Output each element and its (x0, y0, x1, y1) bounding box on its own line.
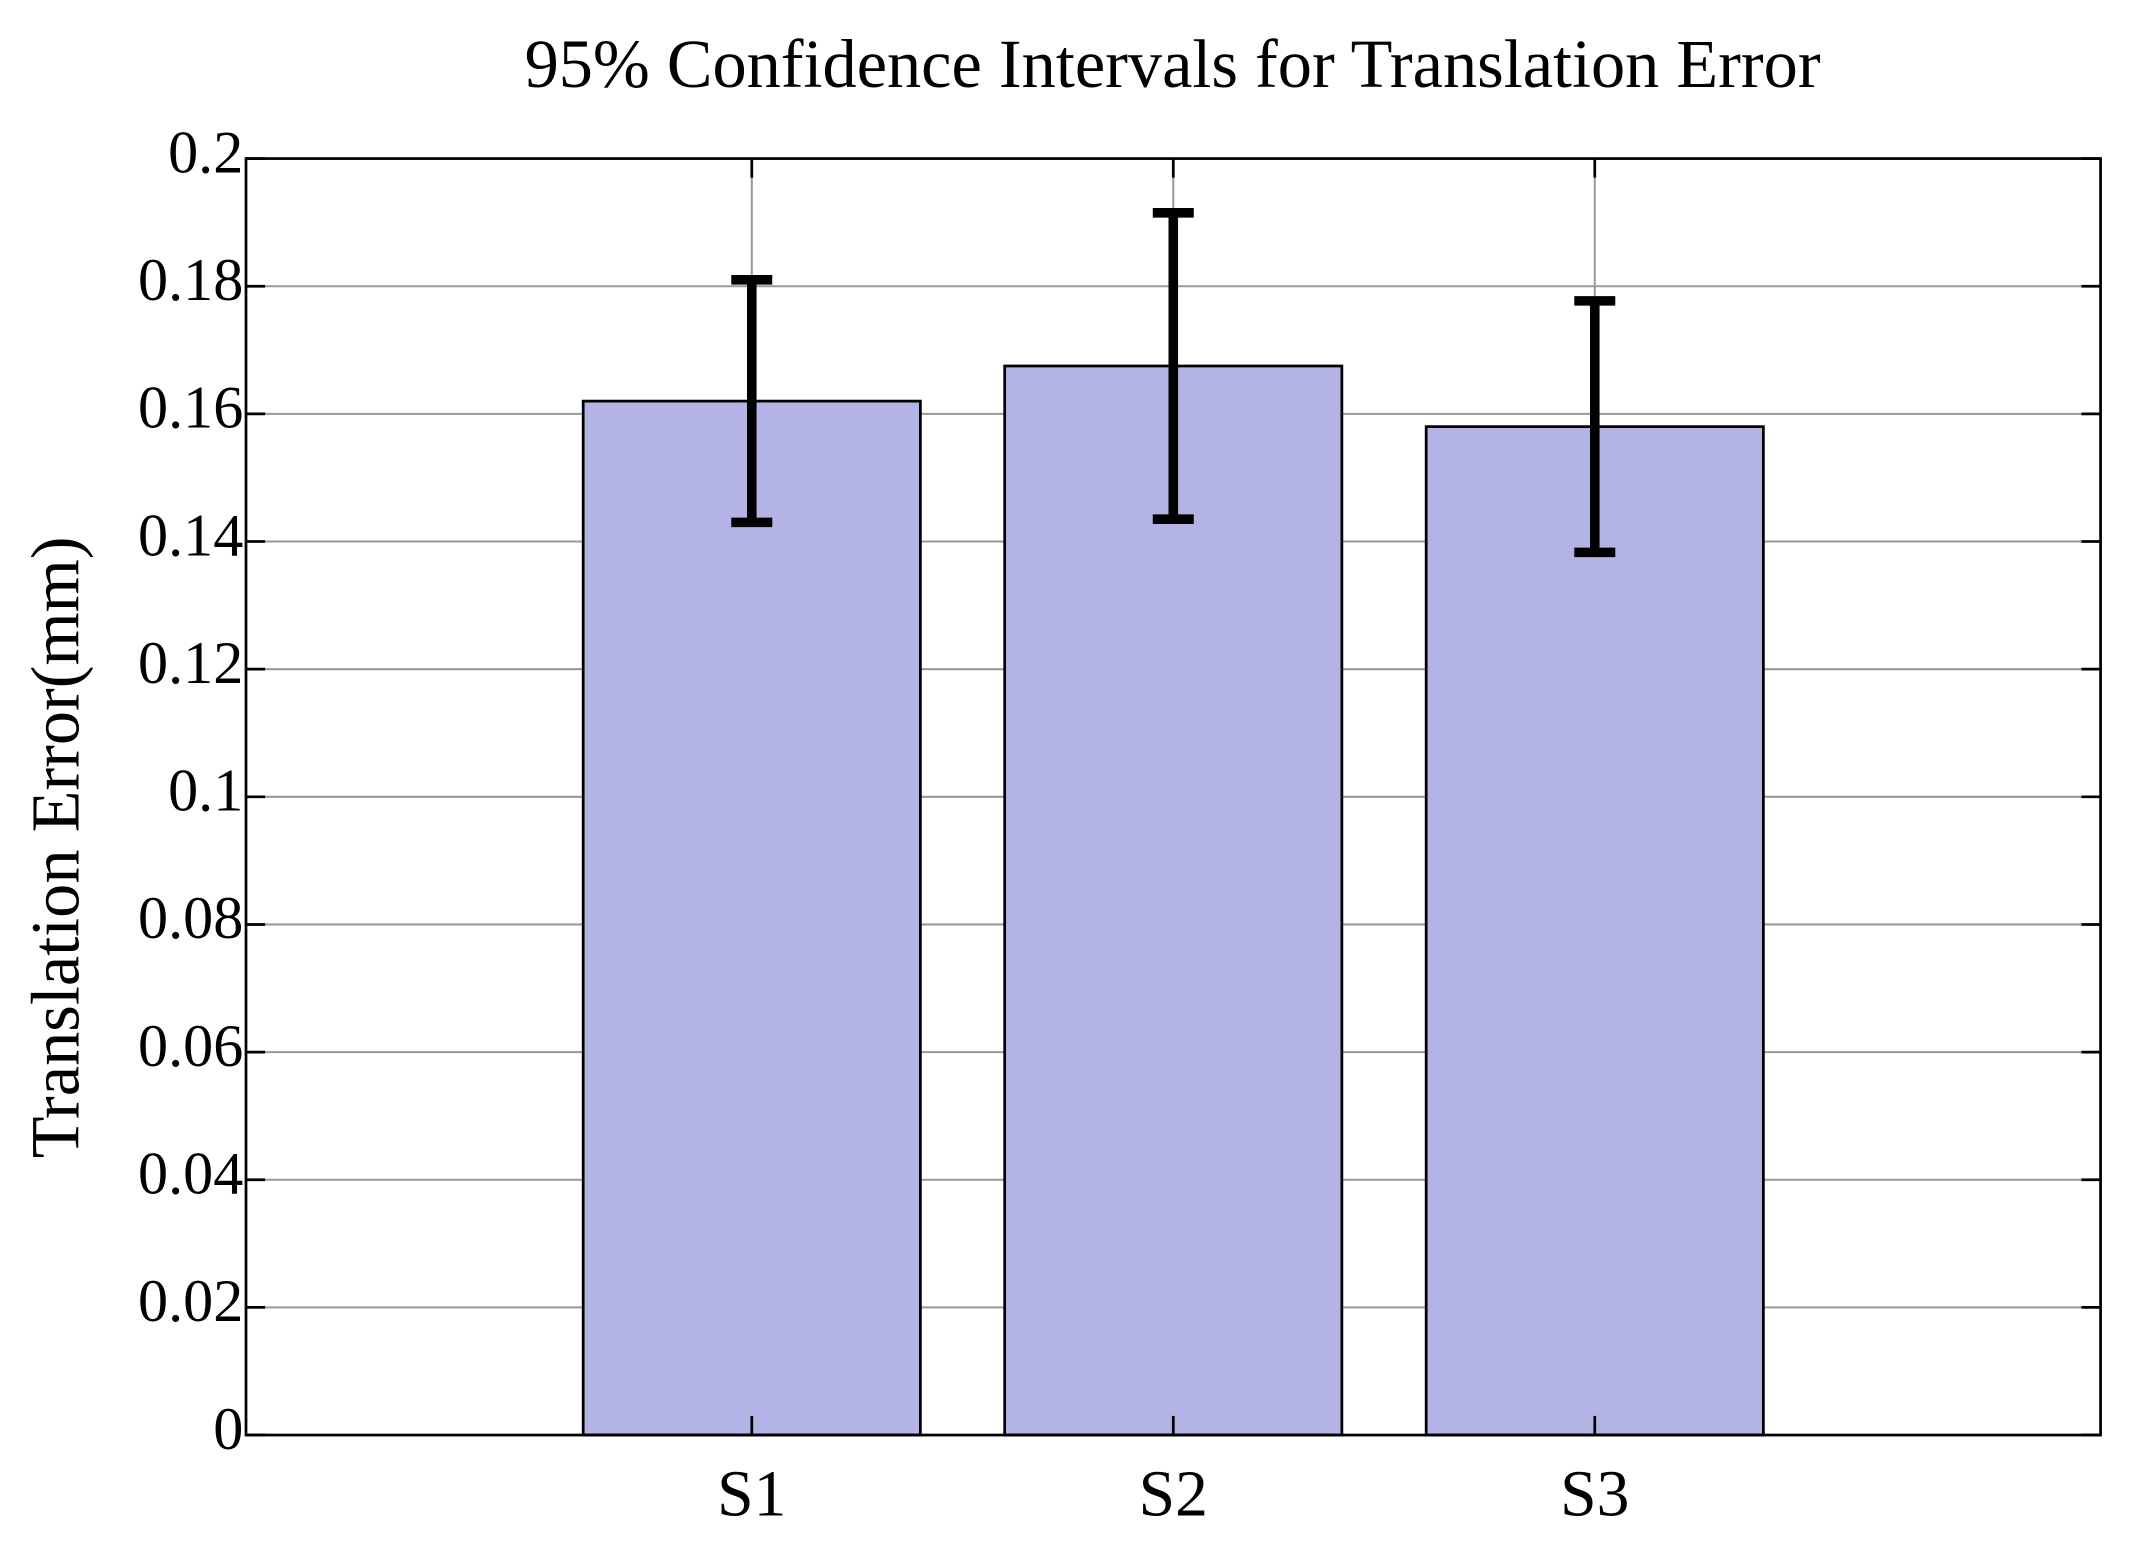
y-axis-label: Translation Error(mm) (18, 536, 94, 1158)
y-tick-label: 0.1 (168, 758, 243, 825)
bar (1424, 425, 1765, 1437)
error-bar (1152, 208, 1194, 524)
y-tick-label: 0.08 (138, 885, 243, 952)
x-tick-label: S2 (1139, 1459, 1208, 1531)
y-tick-label: 0.18 (138, 247, 243, 314)
y-tick-label: 0.06 (138, 1013, 243, 1080)
y-tick-label: 0.2 (168, 119, 243, 186)
bar (581, 399, 922, 1437)
error-bar (1574, 296, 1616, 558)
y-tick-label: 0.02 (138, 1268, 243, 1335)
x-tick-label: S3 (1560, 1459, 1629, 1531)
x-tick-label: S1 (717, 1459, 786, 1531)
error-bar (731, 275, 773, 528)
bar (1003, 364, 1344, 1437)
y-tick-label: 0.12 (138, 630, 243, 697)
y-tick-label: 0.04 (138, 1141, 243, 1208)
y-tick-label: 0.16 (138, 375, 243, 442)
y-tick-label: 0 (213, 1396, 243, 1463)
y-tick-label: 0.14 (138, 502, 243, 569)
chart-title: 95% Confidence Intervals for Translation… (525, 26, 1821, 102)
plot-frame (244, 157, 2102, 1437)
